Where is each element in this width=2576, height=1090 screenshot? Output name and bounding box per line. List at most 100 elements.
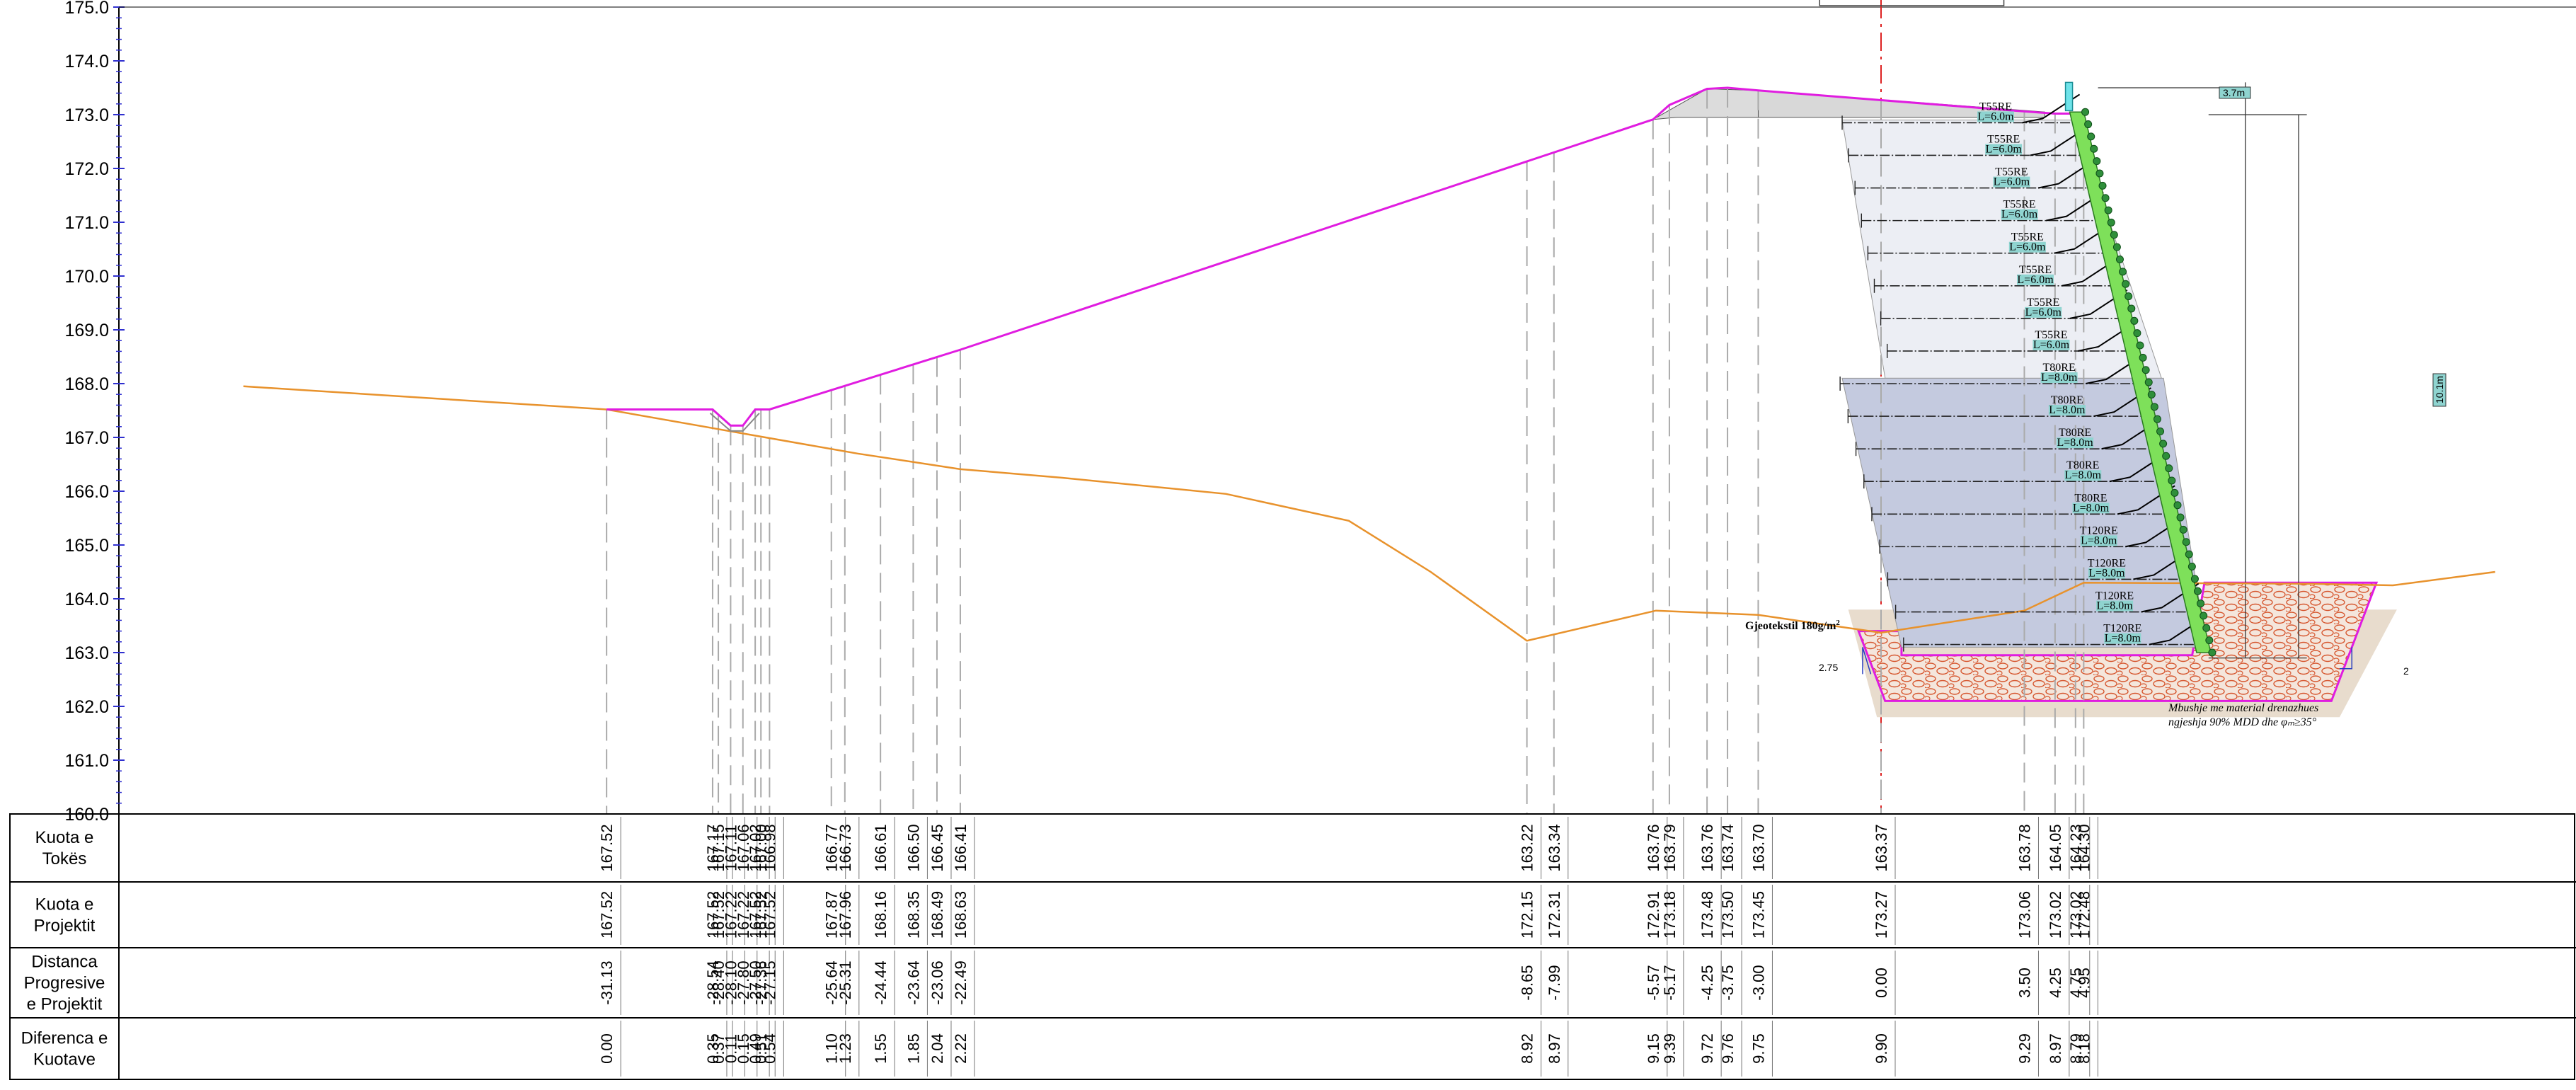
table-cell-value: 172.15 bbox=[1519, 891, 1536, 939]
face-block bbox=[2110, 231, 2118, 239]
geogrid-length-box bbox=[1985, 144, 2023, 155]
geogrid-length-label: L=8.0m bbox=[2081, 534, 2117, 546]
face-block bbox=[2173, 501, 2182, 510]
table-cell-value: 167.96 bbox=[836, 891, 854, 939]
table-cell-value: 173.02 bbox=[2067, 891, 2085, 939]
table-cell-value: 0.37 bbox=[710, 1033, 728, 1064]
table-cell-value: 9.72 bbox=[1698, 1033, 1716, 1064]
dim-height-label: 10.1m bbox=[2434, 376, 2445, 403]
table-cell-value: 172.31 bbox=[1546, 891, 1563, 939]
axis-tick-label: 167.0 bbox=[64, 428, 109, 448]
table-cell-value: -23.06 bbox=[928, 960, 946, 1004]
axis-tick-label: 161.0 bbox=[64, 751, 109, 771]
face-block bbox=[2141, 366, 2150, 374]
geogrid-length-box bbox=[2104, 633, 2141, 644]
table-cell-value: 167.52 bbox=[710, 891, 728, 939]
face-block bbox=[2162, 452, 2170, 460]
table-cell-value: -27.15 bbox=[761, 960, 778, 1004]
face-block bbox=[2095, 169, 2104, 178]
table-cell-value: 1.10 bbox=[823, 1033, 841, 1064]
guardrail-post bbox=[2064, 81, 2074, 112]
geogrid-length-label: L=8.0m bbox=[2041, 372, 2078, 384]
profile-lines bbox=[243, 86, 2495, 642]
geogrid-type-label: T55RE bbox=[1995, 166, 2028, 178]
geogrid-type-label: T120RE bbox=[2080, 524, 2118, 537]
table-cell-value: 8.97 bbox=[1546, 1033, 1563, 1064]
table-cell-value: 9.75 bbox=[1749, 1033, 1767, 1064]
table-cell-value: 167.15 bbox=[710, 824, 728, 871]
face-block bbox=[2208, 648, 2216, 657]
table-cell-value: 2.04 bbox=[928, 1033, 946, 1064]
face-block bbox=[2084, 120, 2093, 129]
table-cell-value: -3.75 bbox=[1719, 965, 1737, 1000]
face-block bbox=[2090, 144, 2098, 153]
face-block bbox=[2156, 428, 2165, 436]
table-cell-value: 163.79 bbox=[1661, 824, 1679, 871]
face-block bbox=[2190, 575, 2199, 583]
geogrid-length-box bbox=[2008, 241, 2046, 253]
table-cell-value: 0.00 bbox=[1873, 968, 1890, 998]
table-cell-value: 164.05 bbox=[2047, 824, 2064, 871]
table-frame bbox=[9, 813, 2575, 1080]
table-cell-value: -4.25 bbox=[1698, 965, 1716, 1000]
slope-right-mark bbox=[2339, 647, 2353, 670]
face-block bbox=[2107, 218, 2115, 226]
face-block bbox=[2165, 464, 2173, 473]
table-cell-value: 9.76 bbox=[1719, 1033, 1737, 1064]
table-row-header: Kuotave bbox=[33, 1050, 96, 1069]
geogrid-length-box bbox=[1993, 176, 2030, 188]
table-cell-value: 163.34 bbox=[1546, 824, 1563, 871]
geogrid-length-box bbox=[2025, 306, 2062, 318]
geogrid-length-box bbox=[2072, 503, 2110, 514]
face-block bbox=[2194, 587, 2202, 595]
face-block bbox=[2136, 341, 2144, 350]
face-block bbox=[2147, 390, 2156, 398]
table-cell-value: 1.85 bbox=[904, 1033, 922, 1064]
table-row-header: e Projektit bbox=[27, 995, 103, 1014]
geogrid-type-label: T80RE bbox=[2059, 427, 2091, 439]
geogrid-type-label: T80RE bbox=[2051, 394, 2083, 406]
ditch-lining bbox=[709, 413, 760, 432]
table-cell-value: 173.02 bbox=[2047, 891, 2064, 939]
table-cell-value: 173.48 bbox=[1698, 891, 1716, 939]
reinforcement-layers: T55REL=6.0mT55REL=6.0mT55REL=6.0mT55REL=… bbox=[1839, 93, 2207, 652]
geogrid-length-box bbox=[2080, 535, 2117, 546]
table-cell-value: 173.06 bbox=[2016, 891, 2033, 939]
table-cell-value: 1.55 bbox=[872, 1033, 890, 1064]
axis-tick-label: 162.0 bbox=[64, 697, 109, 717]
face-block bbox=[2081, 108, 2090, 116]
table-cell-value: 172.91 bbox=[1645, 891, 1662, 939]
face-block bbox=[2127, 304, 2136, 313]
table-cell-value: 166.50 bbox=[904, 824, 922, 871]
geogrid-length-box bbox=[2048, 405, 2086, 416]
table-cell-value: 167.52 bbox=[598, 824, 616, 871]
face-block bbox=[2168, 476, 2176, 485]
table-cell-value: -28.10 bbox=[722, 960, 740, 1004]
geotextile-label: Gjeotekstil 180g/m2 bbox=[1745, 619, 1840, 632]
table-cell-value: -28.54 bbox=[704, 960, 722, 1004]
slope-left-mark bbox=[1862, 647, 1872, 675]
title-frame bbox=[1819, 0, 2005, 6]
geogrid-type-label: T55RE bbox=[2019, 264, 2052, 276]
table-cell-value: -22.49 bbox=[952, 960, 970, 1004]
axis-tick-label: 163.0 bbox=[64, 643, 109, 663]
table-cell-value: 3.50 bbox=[2016, 968, 2033, 998]
table-cell-value: 9.15 bbox=[1645, 1033, 1662, 1064]
table-cell-value: 166.45 bbox=[928, 824, 946, 871]
face-block bbox=[2101, 194, 2110, 202]
geogrid-length-box bbox=[2057, 437, 2094, 449]
axis-tick-label: 170.0 bbox=[64, 267, 109, 287]
geogrid-type-label: T55RE bbox=[2035, 329, 2067, 341]
face-block bbox=[2104, 206, 2112, 214]
table-cell-value: -31.13 bbox=[598, 960, 616, 1004]
table-cell-value: 167.06 bbox=[735, 824, 752, 871]
table-row-header: Distanca bbox=[31, 953, 98, 972]
face-block bbox=[2098, 181, 2107, 190]
geogrid-length-box bbox=[2096, 600, 2134, 612]
geogrid-length-box bbox=[2064, 470, 2102, 481]
table-cell-value: 168.16 bbox=[872, 891, 890, 939]
table-row-header: Kuota e bbox=[35, 828, 94, 847]
table-cell-value: 9.29 bbox=[2016, 1033, 2033, 1064]
geogrid-length-label: L=8.0m bbox=[2096, 600, 2133, 612]
face-block bbox=[2202, 624, 2211, 632]
